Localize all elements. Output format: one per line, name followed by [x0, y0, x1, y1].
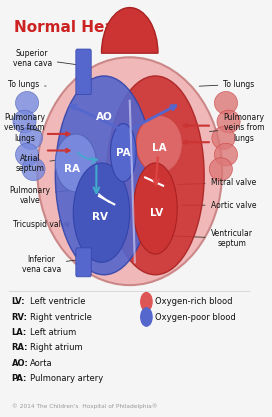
Text: Mitral valve: Mitral valve: [177, 178, 256, 187]
Wedge shape: [101, 8, 158, 53]
FancyArrowPatch shape: [184, 141, 209, 144]
Ellipse shape: [55, 76, 153, 275]
Text: © 2014 The Children's  Hospital of Philadelphia®: © 2014 The Children's Hospital of Philad…: [12, 404, 157, 409]
Text: PA:: PA:: [12, 374, 27, 383]
Text: Aorta: Aorta: [30, 359, 52, 367]
Text: LA:: LA:: [12, 328, 27, 337]
Ellipse shape: [16, 143, 39, 166]
Circle shape: [141, 293, 152, 311]
Text: Normal Heart: Normal Heart: [14, 20, 130, 35]
Ellipse shape: [136, 115, 182, 173]
Ellipse shape: [107, 76, 204, 275]
Ellipse shape: [110, 123, 136, 181]
Text: LV:: LV:: [12, 297, 25, 306]
Text: Aortic valve: Aortic valve: [183, 201, 256, 210]
Circle shape: [141, 308, 152, 326]
Ellipse shape: [134, 163, 177, 254]
Text: PA: PA: [116, 148, 131, 158]
Text: Oxygen-rich blood: Oxygen-rich blood: [155, 297, 233, 306]
Text: Pulmonary
veins from
lungs: Pulmonary veins from lungs: [4, 113, 45, 143]
FancyArrowPatch shape: [132, 106, 176, 128]
Text: To lungs: To lungs: [8, 80, 46, 89]
Text: Atrial
septum: Atrial septum: [16, 154, 86, 173]
Text: RV:: RV:: [12, 312, 28, 322]
Text: Pulmonary
valve: Pulmonary valve: [9, 186, 72, 205]
Text: To lungs: To lungs: [199, 80, 255, 89]
Ellipse shape: [214, 143, 237, 166]
Text: Inferior
vena cava: Inferior vena cava: [21, 255, 82, 274]
Text: Pulmonary
veins from
lungs: Pulmonary veins from lungs: [209, 113, 264, 143]
Text: RA: RA: [64, 164, 80, 174]
FancyArrowPatch shape: [184, 124, 209, 127]
Ellipse shape: [37, 57, 222, 285]
Ellipse shape: [217, 110, 240, 133]
Text: RV: RV: [92, 212, 108, 222]
Ellipse shape: [212, 127, 235, 149]
Text: Pulmonary artery: Pulmonary artery: [30, 374, 103, 383]
FancyBboxPatch shape: [76, 49, 91, 95]
FancyBboxPatch shape: [76, 248, 91, 277]
FancyArrowPatch shape: [48, 132, 69, 136]
Text: Right ventricle: Right ventricle: [30, 312, 91, 322]
Ellipse shape: [55, 134, 96, 192]
Text: Oxygen-poor blood: Oxygen-poor blood: [155, 312, 236, 322]
Text: Right atrium: Right atrium: [30, 343, 82, 352]
Ellipse shape: [22, 158, 45, 181]
FancyArrowPatch shape: [48, 149, 69, 152]
Text: Superior
vena cava: Superior vena cava: [13, 49, 81, 68]
Text: Ventricular
septum: Ventricular septum: [159, 229, 253, 248]
Ellipse shape: [19, 127, 42, 149]
Text: Left ventricle: Left ventricle: [30, 297, 85, 306]
FancyArrowPatch shape: [71, 106, 119, 128]
Text: LA: LA: [152, 143, 166, 153]
Ellipse shape: [73, 163, 130, 262]
Ellipse shape: [214, 91, 237, 114]
Text: LV: LV: [150, 208, 163, 218]
Text: RA:: RA:: [12, 343, 28, 352]
Text: AO: AO: [96, 112, 112, 122]
Ellipse shape: [13, 110, 36, 133]
Text: Tricuspid valve: Tricuspid valve: [13, 217, 76, 229]
Text: AO:: AO:: [12, 359, 29, 367]
Ellipse shape: [209, 158, 232, 181]
Ellipse shape: [16, 91, 39, 114]
Text: Left atrium: Left atrium: [30, 328, 76, 337]
